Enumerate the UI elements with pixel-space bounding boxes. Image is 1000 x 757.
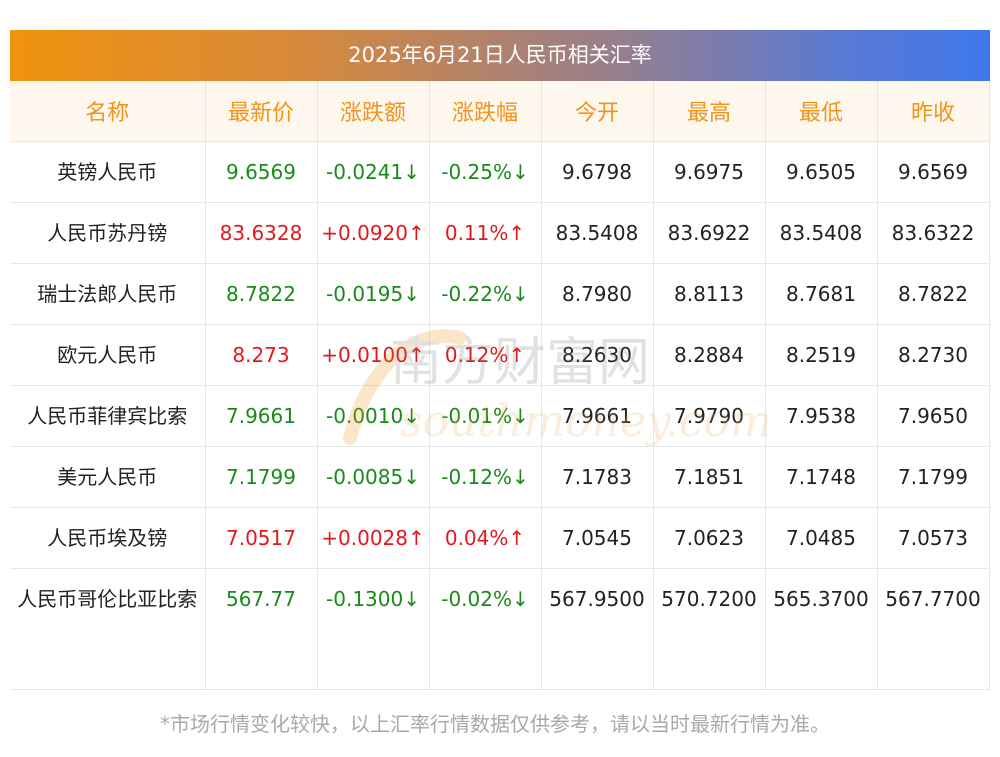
row-prev-close: 7.1799: [877, 446, 990, 508]
row-open: 8.2630: [541, 324, 654, 386]
row-name: 人民币埃及镑: [10, 507, 206, 569]
row-change-pct: -0.22%↓: [429, 263, 542, 325]
row-name: 欧元人民币: [10, 324, 206, 386]
row-high: 83.6922: [653, 202, 766, 264]
row-low: 8.2519: [765, 324, 878, 386]
table-row: 瑞士法郎人民币 8.7822 -0.0195↓ -0.22%↓ 8.7980 8…: [10, 263, 990, 325]
row-open: 7.9661: [541, 385, 654, 447]
row-prev-close: 8.2730: [877, 324, 990, 386]
table-row: 英镑人民币 9.6569 -0.0241↓ -0.25%↓ 9.6798 9.6…: [10, 141, 990, 203]
row-name: 人民币哥伦比亚比索: [10, 568, 206, 690]
header-low: 最低: [765, 81, 878, 142]
header-change: 涨跌额: [317, 81, 430, 142]
page-title: 2025年6月21日人民币相关汇率: [10, 30, 990, 81]
row-low: 7.0485: [765, 507, 878, 569]
row-high: 7.9790: [653, 385, 766, 447]
row-high: 8.8113: [653, 263, 766, 325]
table-row: 人民币菲律宾比索 7.9661 -0.0010↓ -0.01%↓ 7.9661 …: [10, 385, 990, 447]
row-low: 83.5408: [765, 202, 878, 264]
row-change: -0.1300↓: [317, 568, 430, 690]
header-name: 名称: [10, 81, 206, 142]
row-open: 7.1783: [541, 446, 654, 508]
row-latest: 7.1799: [205, 446, 318, 508]
row-open: 7.0545: [541, 507, 654, 569]
row-change: +0.0100↑: [317, 324, 430, 386]
row-name: 人民币菲律宾比索: [10, 385, 206, 447]
row-open: 8.7980: [541, 263, 654, 325]
row-change-pct: -0.25%↓: [429, 141, 542, 203]
row-change: -0.0195↓: [317, 263, 430, 325]
table-row: 人民币苏丹镑 83.6328 +0.0920↑ 0.11%↑ 83.5408 8…: [10, 202, 990, 264]
row-open: 567.9500: [541, 568, 654, 690]
row-latest: 83.6328: [205, 202, 318, 264]
row-change: -0.0085↓: [317, 446, 430, 508]
row-high: 7.0623: [653, 507, 766, 569]
row-high: 7.1851: [653, 446, 766, 508]
header-latest: 最新价: [205, 81, 318, 142]
row-low: 7.9538: [765, 385, 878, 447]
row-change: -0.0010↓: [317, 385, 430, 447]
row-change-pct: -0.01%↓: [429, 385, 542, 447]
row-change-pct: -0.12%↓: [429, 446, 542, 508]
header-high: 最高: [653, 81, 766, 142]
row-low: 9.6505: [765, 141, 878, 203]
header-prev-close: 昨收: [877, 81, 990, 142]
row-latest: 7.0517: [205, 507, 318, 569]
row-name: 瑞士法郎人民币: [10, 263, 206, 325]
row-high: 8.2884: [653, 324, 766, 386]
table-row: 欧元人民币 8.273 +0.0100↑ 0.12%↑ 8.2630 8.288…: [10, 324, 990, 386]
row-low: 8.7681: [765, 263, 878, 325]
row-change: +0.0920↑: [317, 202, 430, 264]
table-row: 美元人民币 7.1799 -0.0085↓ -0.12%↓ 7.1783 7.1…: [10, 446, 990, 508]
row-change: +0.0028↑: [317, 507, 430, 569]
row-name: 人民币苏丹镑: [10, 202, 206, 264]
row-latest: 8.273: [205, 324, 318, 386]
row-low: 565.3700: [765, 568, 878, 690]
row-change-pct: 0.04%↑: [429, 507, 542, 569]
header-change-pct: 涨跌幅: [429, 81, 542, 142]
row-prev-close: 7.0573: [877, 507, 990, 569]
row-open: 83.5408: [541, 202, 654, 264]
footnote: *市场行情变化较快，以上汇率行情数据仅供参考，请以当时最新行情为准。: [160, 712, 830, 736]
header-open: 今开: [541, 81, 654, 142]
row-high: 9.6975: [653, 141, 766, 203]
row-change-pct: 0.12%↑: [429, 324, 542, 386]
row-high: 570.7200: [653, 568, 766, 690]
table-row: 人民币埃及镑 7.0517 +0.0028↑ 0.04%↑ 7.0545 7.0…: [10, 507, 990, 569]
exchange-rate-table: 名称 最新价 涨跌额 涨跌幅 今开 最高 最低 昨收 英镑人民币 9.6569 …: [10, 81, 990, 690]
row-change: -0.0241↓: [317, 141, 430, 203]
row-prev-close: 567.7700: [877, 568, 990, 690]
row-change-pct: -0.02%↓: [429, 568, 542, 690]
row-name: 美元人民币: [10, 446, 206, 508]
row-change-pct: 0.11%↑: [429, 202, 542, 264]
row-low: 7.1748: [765, 446, 878, 508]
row-prev-close: 8.7822: [877, 263, 990, 325]
row-latest: 567.77: [205, 568, 318, 690]
table-header-row: 名称 最新价 涨跌额 涨跌幅 今开 最高 最低 昨收: [10, 81, 990, 142]
row-open: 9.6798: [541, 141, 654, 203]
row-latest: 8.7822: [205, 263, 318, 325]
row-prev-close: 7.9650: [877, 385, 990, 447]
row-latest: 7.9661: [205, 385, 318, 447]
row-latest: 9.6569: [205, 141, 318, 203]
row-prev-close: 9.6569: [877, 141, 990, 203]
table-row: 人民币哥伦比亚比索 567.77 -0.1300↓ -0.02%↓ 567.95…: [10, 568, 990, 690]
row-prev-close: 83.6322: [877, 202, 990, 264]
row-name: 英镑人民币: [10, 141, 206, 203]
